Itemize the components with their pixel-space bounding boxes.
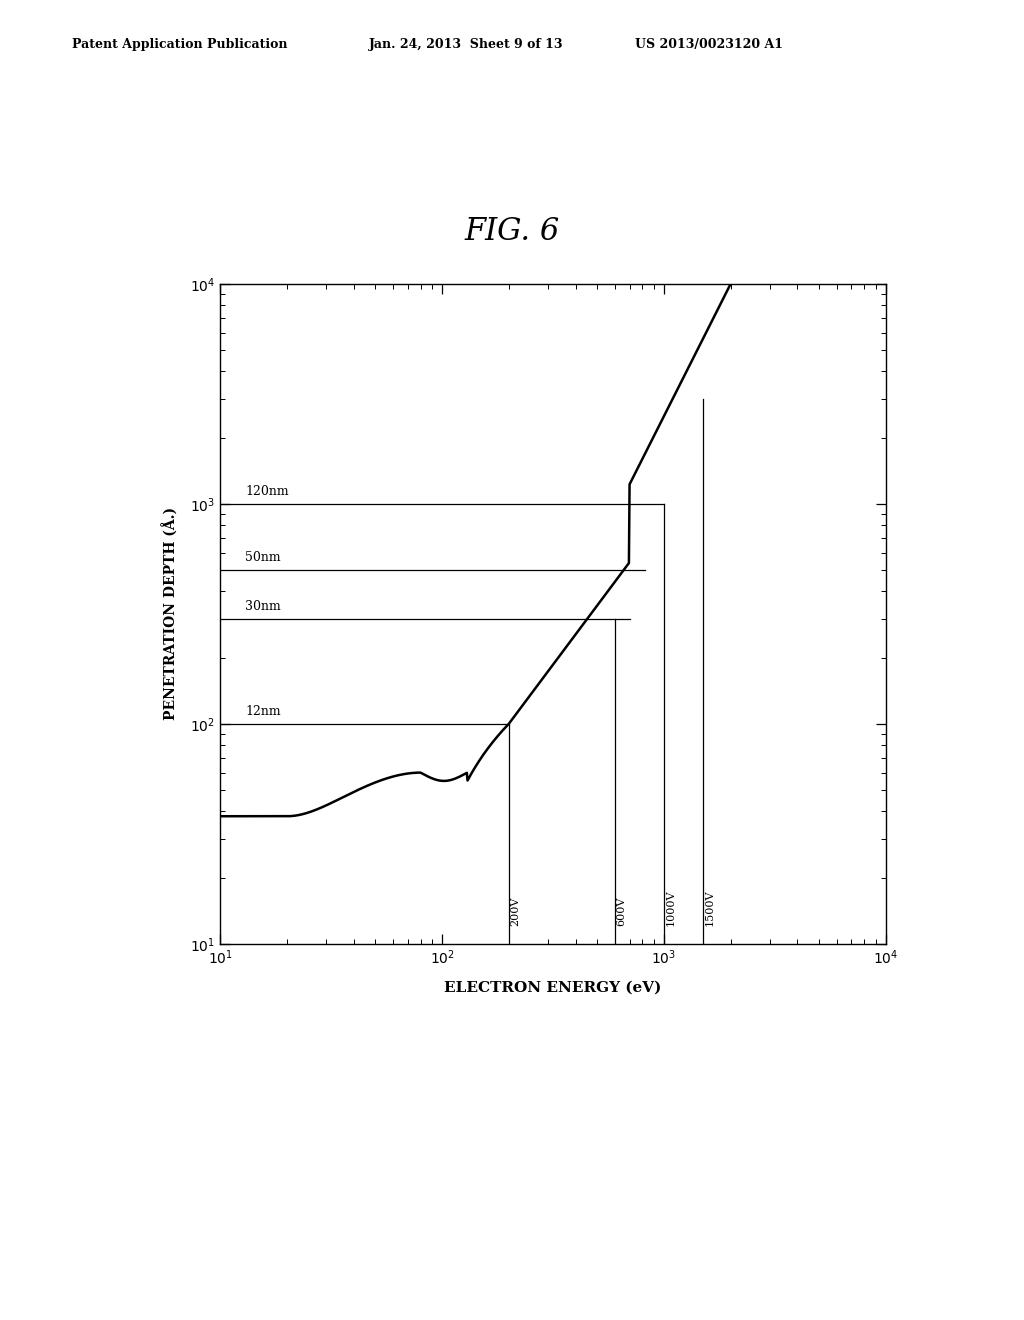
Text: Patent Application Publication: Patent Application Publication — [72, 37, 287, 50]
Text: 50nm: 50nm — [246, 552, 281, 565]
Text: 30nm: 30nm — [246, 601, 282, 614]
Text: 1000V: 1000V — [666, 890, 676, 927]
Text: 600V: 600V — [616, 898, 627, 927]
Text: 12nm: 12nm — [246, 705, 281, 718]
Y-axis label: PENETRATION DEPTH (Å.): PENETRATION DEPTH (Å.) — [163, 507, 179, 721]
Text: Jan. 24, 2013  Sheet 9 of 13: Jan. 24, 2013 Sheet 9 of 13 — [369, 37, 563, 50]
Text: 120nm: 120nm — [246, 486, 289, 498]
Text: FIG. 6: FIG. 6 — [464, 215, 560, 247]
Text: 1500V: 1500V — [705, 890, 715, 927]
Text: 200V: 200V — [511, 898, 521, 927]
X-axis label: ELECTRON ENERGY (eV): ELECTRON ENERGY (eV) — [444, 981, 662, 995]
Text: US 2013/0023120 A1: US 2013/0023120 A1 — [635, 37, 783, 50]
